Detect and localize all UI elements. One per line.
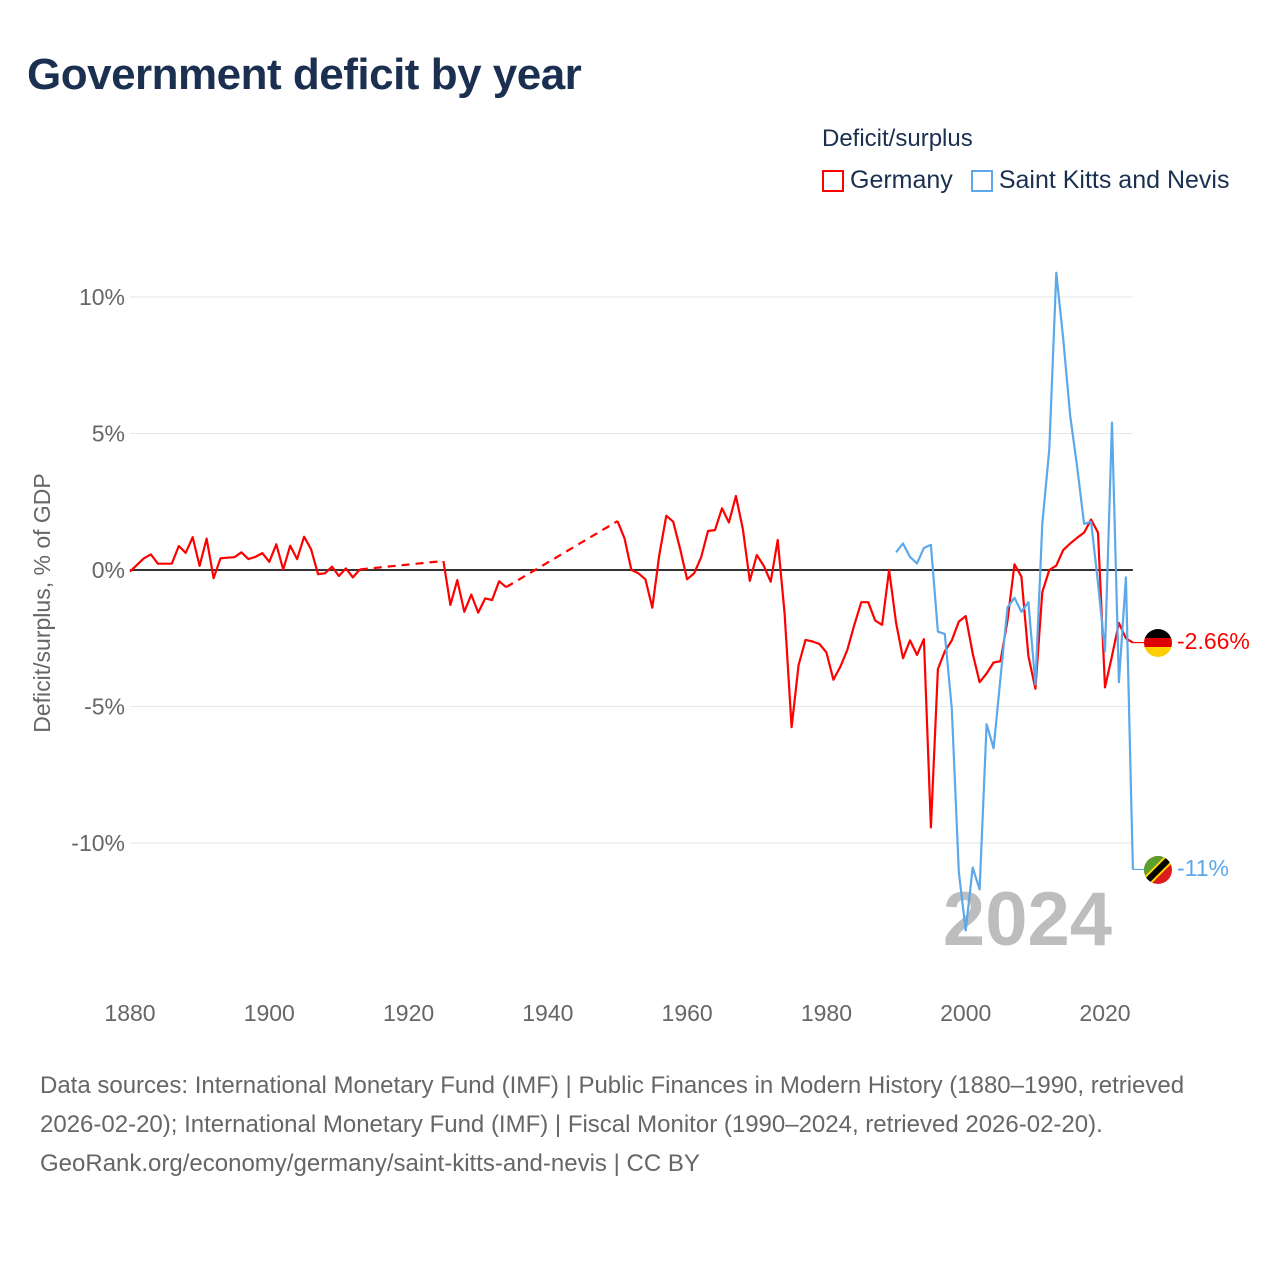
y-tick-label: 10% <box>79 284 125 310</box>
series-line-saint-kitts-and-nevis <box>895 271 1134 932</box>
line-chart: 10% 5% 0% -5% -10% 1880 1900 1920 1940 1960 1980 20… <box>29 271 1250 1026</box>
germany-flag-icon <box>1144 629 1172 657</box>
legend-item-saint-kitts-and-nevis[interactable]: Saint Kitts and Nevis <box>970 166 1230 195</box>
y-tick-label: 5% <box>92 421 125 447</box>
series-line-germany <box>129 535 361 580</box>
chart-title: Government deficit by year <box>27 50 582 99</box>
x-tick-label: 2000 <box>940 1000 991 1026</box>
series-gap-germany <box>505 520 619 589</box>
year-watermark: 2024 <box>943 877 1112 962</box>
end-label-germany: -2.66% <box>1177 628 1250 654</box>
x-tick-label: 1920 <box>383 1000 434 1026</box>
x-tick-label: 2020 <box>1079 1000 1130 1026</box>
end-label-saint-kitts-and-nevis: -11% <box>1177 855 1229 881</box>
series-line-germany <box>442 560 507 614</box>
legend-item-germany[interactable]: Germany <box>822 166 953 195</box>
x-tick-label: 1880 <box>104 1000 155 1026</box>
x-tick-label: 1940 <box>522 1000 573 1026</box>
legend: Germany Saint Kitts and Nevis <box>822 166 1229 195</box>
x-tick-label: 1960 <box>662 1000 713 1026</box>
legend-label-germany: Germany <box>850 166 953 194</box>
series-gap-germany <box>359 559 444 571</box>
series-line-germany <box>616 494 1134 829</box>
footer: Data sources: International Monetary Fun… <box>40 1066 1240 1183</box>
legend-label-saint-kitts-and-nevis: Saint Kitts and Nevis <box>998 166 1230 194</box>
x-tick-label: 1900 <box>244 1000 295 1026</box>
y-tick-label: -5% <box>84 694 125 720</box>
credit-link[interactable]: GeoRank.org/economy/germany/saint-kitts-… <box>40 1150 700 1177</box>
y-tick-label: -10% <box>71 830 125 856</box>
y-axis-label: Deficit/surplus, % of GDP <box>29 473 55 732</box>
legend-swatch-saint-kitts-and-nevis <box>970 169 993 192</box>
x-tick-label: 1980 <box>801 1000 852 1026</box>
data-sources: Data sources: International Monetary Fun… <box>40 1072 1185 1138</box>
saint-kitts-and-nevis-flag-icon <box>1144 856 1172 884</box>
y-tick-label: 0% <box>92 557 125 583</box>
legend-swatch-germany <box>822 169 844 192</box>
legend-title: Deficit/surplus <box>822 125 973 152</box>
